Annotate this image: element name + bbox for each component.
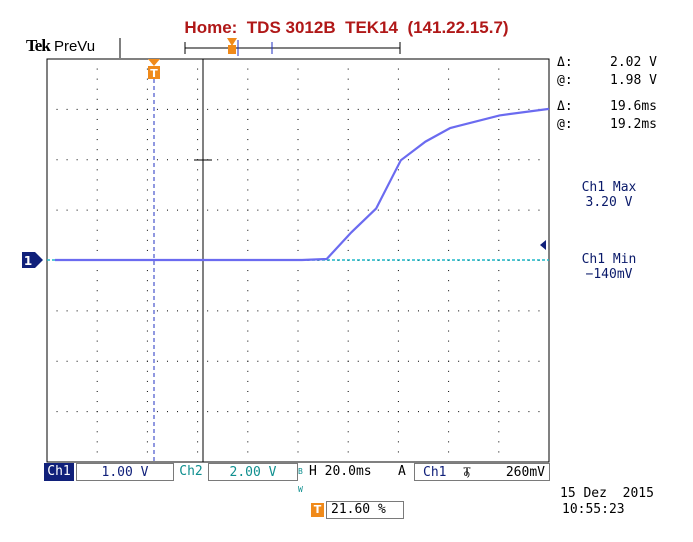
time-at-symbol: @: — [557, 117, 573, 132]
min-value: −140mV — [585, 267, 633, 282]
ch1-glyph: 1 — [24, 254, 32, 268]
trigger-slope-icon: Ⳣ — [463, 465, 471, 480]
trigger-glyph: T — [150, 67, 158, 80]
home-label: Home: — [184, 18, 238, 37]
brand-logo: Tek — [26, 36, 51, 55]
volt-at-value: 1.98 V — [610, 73, 657, 88]
trigger-position-marker[interactable]: T — [148, 59, 160, 80]
model-label: TDS 3012B — [246, 18, 336, 37]
min-label: Ch1 Min — [581, 252, 637, 267]
instrument-title: Home: TDS 3012B TEK14 (141.22.15.7) — [0, 18, 693, 38]
brand-bar: Tek PreVu — [26, 36, 95, 56]
time-delta-symbol: Δ: — [557, 99, 573, 114]
volt-delta-symbol: Δ: — [557, 55, 573, 70]
trigger-position-value[interactable]: 21.60 % — [326, 501, 404, 519]
ch1-badge[interactable]: Ch1 — [44, 463, 74, 481]
graticule-grid — [56, 68, 540, 463]
trigger-level-marker[interactable] — [540, 240, 546, 250]
time-delta-value: 19.6ms — [610, 99, 657, 114]
max-label: Ch1 Max — [581, 180, 637, 195]
record-bar[interactable] — [119, 38, 401, 58]
time-at-value: 19.2ms — [610, 117, 657, 132]
ch2-label[interactable]: Ch2 — [179, 464, 203, 479]
instrument-name: TEK14 — [345, 18, 398, 37]
trigger-source: Ch1 — [423, 465, 447, 480]
trigger-level: 260mV — [505, 465, 545, 480]
date-display: 15 Dez 2015 — [560, 486, 654, 501]
instrument-ip: (141.22.15.7) — [407, 18, 509, 37]
ch2-scale[interactable]: 2.00 V — [208, 463, 298, 481]
record-trigger-marker — [227, 38, 237, 54]
volt-delta-value: 2.02 V — [610, 55, 657, 70]
trigger-mode: A — [398, 464, 406, 479]
trigger-position-icon: T — [311, 503, 324, 517]
ch1-trace — [55, 107, 550, 262]
max-value: 3.20 V — [585, 195, 633, 210]
time-display: 10:55:23 — [562, 502, 625, 517]
cursor-readouts: Δ: 2.02 V @: 1.98 V Δ: 19.6ms @: 19.2ms — [557, 55, 687, 135]
ch1-ground-marker[interactable]: 1 — [22, 252, 43, 268]
acquisition-mode: PreVu — [53, 38, 96, 55]
volt-at-symbol: @: — [557, 73, 573, 88]
min-measurement: Ch1 Min −140mV — [560, 252, 658, 282]
bandwidth-limit-mark: B W — [298, 467, 308, 494]
timebase[interactable]: H 20.0ms — [309, 464, 372, 479]
max-measurement: Ch1 Max 3.20 V — [560, 180, 658, 210]
ch1-scale[interactable]: 1.00 V — [76, 463, 174, 481]
trigger-settings[interactable]: Ch1 Ⳣ 260mV — [414, 463, 550, 481]
